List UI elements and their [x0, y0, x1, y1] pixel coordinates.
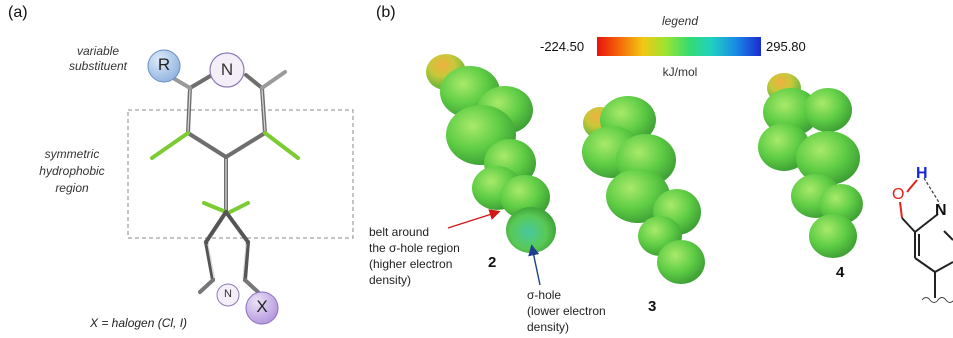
- oxygen-label: O: [892, 186, 905, 203]
- hydrogen-label: H: [916, 165, 928, 182]
- lower-ring: [198, 210, 260, 294]
- esp-surface-4: [758, 73, 863, 258]
- compound-label-2: 2: [488, 254, 497, 271]
- belt-annotation-line: belt around: [369, 225, 430, 239]
- ring-highlights: [187, 89, 266, 210]
- legend-min-value: -224.50: [540, 39, 585, 54]
- sigma-hole-annotation-line: σ-hole: [527, 288, 562, 302]
- legend-colorbar: [597, 37, 761, 56]
- panel-b-label: (b): [376, 4, 396, 21]
- hydrophobic-region-box: [127, 109, 354, 239]
- halogen-note: X = halogen (Cl, I): [90, 316, 188, 330]
- legend-max-value: 295.80: [766, 39, 806, 54]
- variable-substituent-label: variable substituent: [48, 44, 148, 74]
- belt-annotation: belt around the σ-hole region (higher el…: [369, 224, 460, 288]
- legend-title: legend: [661, 14, 699, 28]
- pyridine-n-label: N: [935, 202, 947, 219]
- belt-annotation-line: the σ-hole region: [369, 241, 460, 255]
- esp-surface-2: [426, 54, 556, 253]
- belt-arrow: [447, 209, 501, 229]
- n-node-top: [209, 52, 245, 88]
- esp-surface-3: [582, 96, 705, 284]
- lower-ring-highlights: [207, 243, 247, 279]
- n-node-bottom: [216, 283, 240, 307]
- sigma-hole-annotation-line: density): [527, 320, 570, 334]
- belt-annotation-line: (higher electron: [369, 257, 453, 271]
- n-atom-label-bottom: N: [224, 288, 232, 300]
- panel-a-structure: [127, 49, 354, 325]
- sigma-hole-annotation-line: (lower electron: [527, 304, 606, 318]
- compound-label-4: 4: [836, 264, 845, 281]
- variable-substituent-line: variable: [76, 44, 120, 58]
- symmetric-region-line: hydrophobic: [39, 164, 105, 178]
- r-node: [147, 49, 181, 83]
- compound-label-3: 3: [648, 298, 657, 315]
- r-atom-label: R: [157, 55, 171, 74]
- symmetric-region-line: symmetric: [44, 147, 100, 161]
- green-substituents: [150, 131, 300, 214]
- belt-annotation-line: density): [369, 273, 412, 287]
- panel-a-label: (a): [8, 4, 28, 21]
- symmetric-region-line: region: [55, 181, 89, 195]
- n-atom-label-top: N: [220, 60, 234, 79]
- symmetric-region-label: symmetric hydrophobic region: [20, 146, 124, 197]
- sigma-hole-arrow: [528, 244, 541, 286]
- sigma-hole-annotation: σ-hole (lower electron density): [527, 287, 606, 335]
- x-node: [245, 291, 279, 325]
- legend-unit: kJ/mol: [662, 65, 698, 79]
- x-atom-label: X: [256, 297, 268, 316]
- partial-structure: [899, 177, 953, 303]
- variable-substituent-line: substituent: [68, 59, 128, 73]
